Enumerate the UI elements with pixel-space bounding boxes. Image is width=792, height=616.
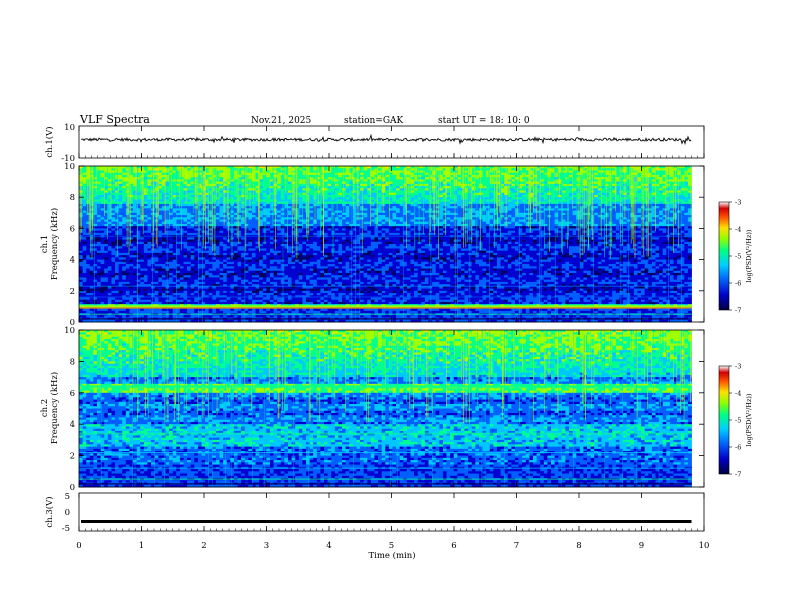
ch2-colorbar-tick-label: -3 <box>735 363 741 371</box>
ch1-spectrogram-ytick-label: 8 <box>70 193 75 203</box>
time-axis-tick-label: 7 <box>514 541 519 551</box>
time-axis-tick-label: 5 <box>389 541 394 551</box>
figure-title: VLF Spectra <box>79 113 150 126</box>
ch2-spectrogram-ytick-label: 10 <box>64 326 75 336</box>
ch3-waveform-line <box>81 520 692 523</box>
ch2-colorbar <box>719 366 729 474</box>
time-axis-tick-label: 9 <box>639 541 644 551</box>
ch1-colorbar <box>719 202 729 310</box>
ch1-colorbar-tick-label: -3 <box>735 199 741 207</box>
ch1-spectrogram-image <box>79 166 692 322</box>
ch2-spectrogram-ytick-label: 8 <box>70 357 75 367</box>
ch2-colorbar-ticks: -3 -4 -5 -6 -7 <box>729 363 741 479</box>
station-label: station=GAK <box>344 116 404 126</box>
ch2-spectrogram-ytick-label: 2 <box>70 452 75 462</box>
ch2-spectrogram-ytick-label: 6 <box>70 389 75 399</box>
time-axis-tick-label: 10 <box>699 541 710 551</box>
ch1-colorbar-tick-label: -5 <box>735 253 741 261</box>
ch1-waveform-line <box>81 135 691 143</box>
time-axis-tick-label: 0 <box>76 541 81 551</box>
ch3-waveform-panel: 5 0 -5 ch.3(V) <box>44 492 704 534</box>
ch1-spectrogram-ylabel: Frequency (kHz) <box>49 208 60 280</box>
ch1-waveform-ylabel: ch.1(V) <box>44 126 55 157</box>
ch1-colorbar-tick-label: -6 <box>735 280 741 288</box>
time-axis-tick-label: 8 <box>576 541 581 551</box>
start-ut-label: start UT = 18: 10: 0 <box>438 116 530 126</box>
ch3-ytick-bottom: -5 <box>62 524 70 534</box>
date-label: Nov.21, 2025 <box>251 116 312 126</box>
ch3-waveform-ylabel: ch.3(V) <box>44 496 55 527</box>
ch3-waveform-frame <box>79 493 704 531</box>
ch1-colorbar-tick-label: -4 <box>735 226 741 234</box>
ch1-colorbar-label: log(PSD(V²/Hz)) <box>745 229 753 282</box>
ch2-spectrogram-image <box>79 330 692 487</box>
time-axis-tick-label: 4 <box>326 541 331 551</box>
time-axis-tick-label: 6 <box>451 541 456 551</box>
ch2-colorbar-tick-label: -5 <box>735 417 741 425</box>
ch1-waveform-panel: 10 -10 ch.1(V) <box>44 123 704 164</box>
ch1-ytick-top: 10 <box>64 123 75 133</box>
ch2-spectrogram-ylabel-channel: ch.2 <box>40 399 50 417</box>
time-axis-tick-label: 2 <box>201 541 206 551</box>
ch1-colorbar-tick-label: -7 <box>735 307 741 315</box>
time-axis-tick-label: 1 <box>139 541 144 551</box>
ch1-spectrogram-ytick-label: 2 <box>70 287 75 297</box>
vlf-spectra-figure: VLF Spectra Nov.21, 2025 station=GAK sta… <box>0 0 792 612</box>
ch2-colorbar-tick-label: -6 <box>735 444 741 452</box>
ch2-colorbar-label: log(PSD(V²/Hz)) <box>745 393 753 446</box>
ch1-spectrogram-ylabel-channel: ch.1 <box>40 235 50 253</box>
time-axis-tick-label: 3 <box>264 541 269 551</box>
ch1-spectrogram-ytick-label: 10 <box>64 162 75 172</box>
ch2-spectrogram-ytick-label: 4 <box>70 420 75 430</box>
ch2-colorbar-tick-label: -4 <box>735 390 741 398</box>
ch2-colorbar-tick-label: -7 <box>735 471 741 479</box>
ch3-ytick-top: 5 <box>65 492 70 502</box>
ch1-spectrogram-ytick-label: 6 <box>70 224 75 234</box>
ch2-spectrogram-ytick-label: 0 <box>70 483 75 493</box>
ch1-spectrogram-ytick-label: 4 <box>70 256 75 266</box>
ch1-colorbar-ticks: -3 -4 -5 -6 -7 <box>729 199 741 315</box>
ch3-ytick-mid: 0 <box>65 508 70 518</box>
ch2-spectrogram-ylabel: Frequency (kHz) <box>49 372 60 444</box>
time-axis-label: Time (min) <box>368 550 415 561</box>
